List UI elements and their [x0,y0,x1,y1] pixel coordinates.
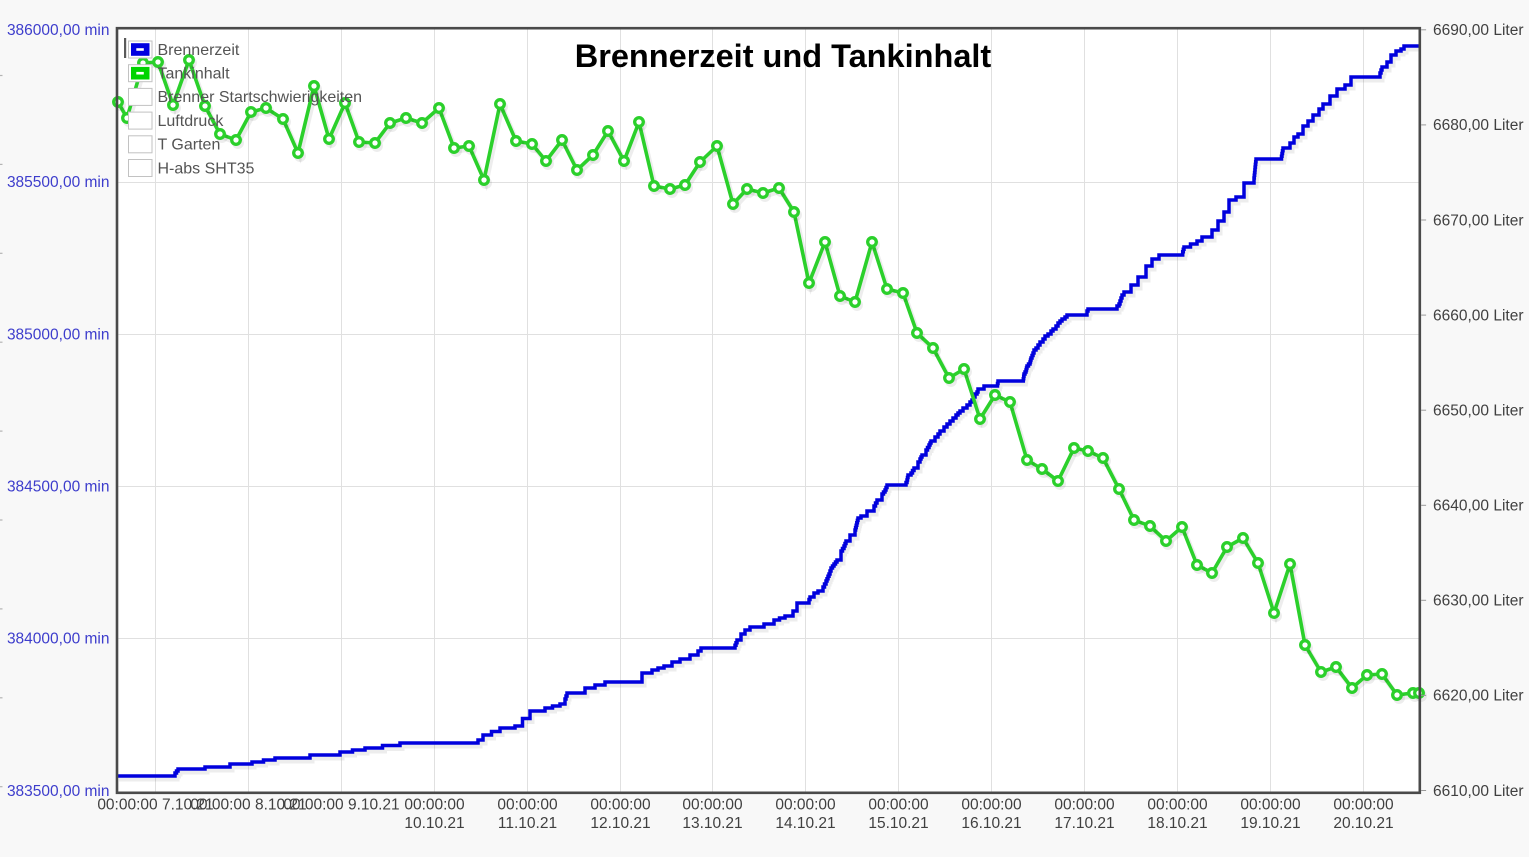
svg-text:386000,00 min: 386000,00 min [7,22,110,39]
svg-text:Brenner Startschwierigkeiten: Brenner Startschwierigkeiten [158,89,363,106]
svg-text:00:00:00 9.10.21: 00:00:00 9.10.21 [283,797,399,814]
svg-text:H-abs SHT35: H-abs SHT35 [158,160,255,177]
svg-text:13.10.21: 13.10.21 [682,815,742,832]
svg-text:6670,00 Liter: 6670,00 Liter [1433,212,1524,229]
svg-text:385000,00 min: 385000,00 min [7,326,110,343]
svg-text:00:00:00: 00:00:00 [404,797,465,814]
svg-text:10.10.21: 10.10.21 [404,815,464,832]
svg-text:16.10.21: 16.10.21 [961,815,1021,832]
svg-text:Tankinhalt: Tankinhalt [158,66,231,83]
svg-text:00:00:00: 00:00:00 [1054,797,1115,814]
svg-text:Brennerzeit: Brennerzeit [158,42,240,59]
svg-text:Luftdruck: Luftdruck [158,113,225,130]
svg-text:00:00:00 7.10.21: 00:00:00 7.10.21 [97,797,213,814]
svg-text:00:00:00: 00:00:00 [1240,797,1301,814]
svg-text:383500,00 min: 383500,00 min [7,783,110,800]
svg-text:6620,00 Liter: 6620,00 Liter [1433,688,1524,705]
svg-text:00:00:00: 00:00:00 [1333,797,1394,814]
svg-text:384500,00 min: 384500,00 min [7,479,110,496]
svg-text:6680,00 Liter: 6680,00 Liter [1433,117,1524,134]
svg-text:11.10.21: 11.10.21 [498,815,557,832]
svg-text:Brennerzeit und Tankinhalt: Brennerzeit und Tankinhalt [575,38,992,74]
svg-text:384000,00 min: 384000,00 min [7,631,110,648]
svg-text:19.10.21: 19.10.21 [1240,815,1300,832]
svg-text:15.10.21: 15.10.21 [868,815,928,832]
svg-text:18.10.21: 18.10.21 [1147,815,1207,832]
svg-text:20.10.21: 20.10.21 [1333,815,1393,832]
svg-text:00:00:00: 00:00:00 [961,797,1022,814]
svg-text:T Garten: T Garten [158,137,221,154]
svg-text:14.10.21: 14.10.21 [775,815,835,832]
svg-text:00:00:00: 00:00:00 [868,797,929,814]
svg-text:17.10.21: 17.10.21 [1054,815,1114,832]
svg-text:12.10.21: 12.10.21 [590,815,650,832]
svg-text:00:00:00: 00:00:00 [682,797,743,814]
svg-text:6640,00 Liter: 6640,00 Liter [1433,498,1524,515]
svg-text:6660,00 Liter: 6660,00 Liter [1433,307,1524,324]
svg-text:385500,00 min: 385500,00 min [7,174,110,191]
svg-text:00:00:00: 00:00:00 [590,797,651,814]
svg-text:6630,00 Liter: 6630,00 Liter [1433,593,1524,610]
svg-text:6610,00 Liter: 6610,00 Liter [1433,783,1524,800]
svg-text:6690,00 Liter: 6690,00 Liter [1433,22,1524,39]
svg-text:6650,00 Liter: 6650,00 Liter [1433,403,1524,420]
svg-text:00:00:00: 00:00:00 [1147,797,1208,814]
svg-text:00:00:00: 00:00:00 [775,797,836,814]
svg-text:00:00:00: 00:00:00 [497,797,558,814]
svg-text:00:00:00 8.10.21: 00:00:00 8.10.21 [190,797,306,814]
